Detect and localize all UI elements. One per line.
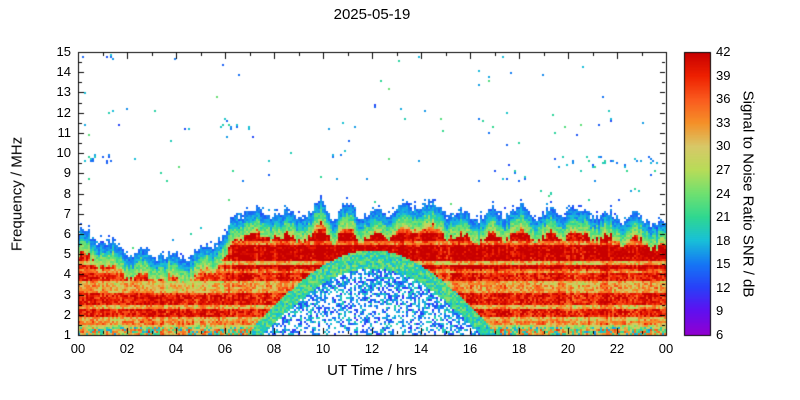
xtick-label: 18: [511, 341, 527, 356]
y-axis-label: Frequency / MHz: [8, 136, 26, 252]
xtick-label: 00: [70, 341, 86, 356]
cbtick-label: 12: [716, 279, 731, 295]
xtick-label: 08: [266, 341, 282, 356]
ytick-label: 2: [63, 306, 71, 322]
xtick-label: 00: [658, 341, 674, 356]
cbtick-label: 30: [716, 138, 731, 154]
ytick-label: 9: [63, 165, 71, 181]
xtick-label: 10: [315, 341, 331, 356]
ytick-label: 8: [63, 185, 71, 201]
cbtick-label: 21: [716, 209, 731, 225]
xtick-label: 16: [462, 341, 478, 356]
ytick-label: 7: [63, 205, 71, 221]
ytick-label: 3: [63, 286, 71, 302]
ytick-label: 11: [57, 124, 72, 140]
ytick-label: 5: [63, 246, 71, 262]
ytick-label: 4: [63, 266, 71, 282]
ytick-label: 14: [56, 64, 71, 80]
cbtick-label: 15: [716, 256, 731, 272]
xtick-label: 14: [413, 341, 429, 356]
xtick-label: 06: [217, 341, 233, 356]
ytick-label: 13: [56, 84, 71, 100]
chart-title: 2025-05-19: [333, 6, 411, 23]
cbtick-label: 39: [716, 67, 731, 83]
ytick-label: 6: [63, 225, 71, 241]
cbtick-label: 36: [716, 91, 731, 107]
ytick-label: 15: [56, 44, 71, 59]
cbtick-label: 9: [716, 303, 724, 319]
xtick-label: 04: [168, 341, 184, 356]
ytick-label: 12: [56, 104, 71, 120]
cbtick-label: 27: [716, 161, 731, 177]
cbtick-label: 24: [716, 185, 731, 201]
x-axis-label: UT Time / hrs: [327, 362, 417, 379]
cbtick-label: 33: [716, 114, 731, 130]
xtick-label: 20: [560, 341, 576, 356]
ytick-label: 10: [56, 145, 71, 161]
xtick-label: 02: [119, 341, 135, 356]
xtick-label: 22: [609, 341, 625, 356]
cbtick-label: 42: [716, 44, 731, 59]
cbtick-label: 18: [716, 232, 731, 248]
cbtick-label: 6: [716, 327, 724, 342]
xtick-label: 12: [364, 341, 380, 356]
ytick-label: 1: [63, 327, 71, 342]
